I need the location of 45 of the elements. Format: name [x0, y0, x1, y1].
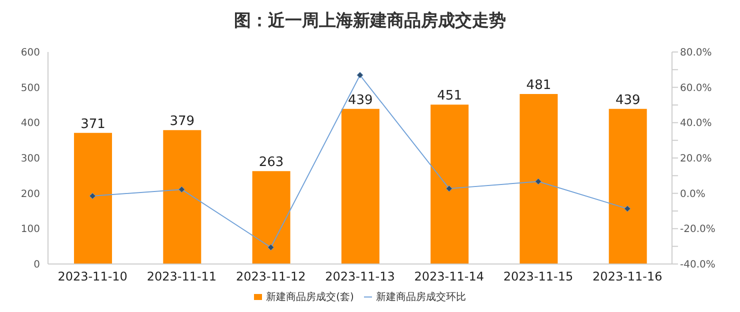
bar [430, 104, 469, 264]
y-tick-label: 400 [20, 118, 40, 130]
y-tick-label: 200 [20, 188, 40, 200]
point [89, 192, 96, 200]
point [178, 186, 185, 193]
legend-label: 新建商品房成交(套) [266, 292, 354, 303]
data-label: 439 [615, 92, 640, 108]
x-tick-label: 2023-11-15 [503, 270, 574, 284]
data-label: 451 [437, 88, 462, 104]
data-label: 371 [80, 116, 106, 132]
bar [520, 94, 558, 264]
y2-tick-label: -20.0% [680, 224, 716, 236]
x-tick-label: 2023-11-12 [236, 270, 306, 284]
x-tick-label: 2023-11-10 [58, 270, 128, 284]
bar [341, 108, 380, 264]
x-tick-label: 2023-11-11 [146, 270, 217, 284]
x-tick-label: 2023-11-14 [414, 270, 484, 284]
y-tick-label: 100 [20, 224, 40, 236]
bar [74, 132, 112, 264]
y-tick-label: 300 [20, 154, 40, 165]
y-tick-label: 600 [20, 48, 40, 59]
y2-tick-label: 0.0% [680, 188, 706, 200]
point [268, 244, 274, 251]
y2-tick-label: -40.0% [680, 260, 716, 271]
bar [163, 130, 202, 264]
data-label: 379 [170, 114, 195, 130]
bar [608, 108, 647, 264]
y-tick-label: 500 [20, 82, 40, 94]
y2-tick-label: 20.0% [680, 154, 712, 165]
point [356, 72, 364, 78]
legend-label: 新建商品房成交环比 [376, 292, 466, 303]
y2-tick-label: 60.0% [680, 82, 712, 94]
x-tick-label: 2023-11-13 [325, 270, 395, 284]
data-label: 439 [348, 92, 373, 108]
data-label: 481 [526, 78, 552, 94]
point [446, 185, 452, 192]
bar [252, 171, 290, 264]
chart-title: 图：近一周上海新建商品房成交走势 [233, 10, 507, 33]
point [535, 178, 542, 185]
y2-tick-label: 40.0% [680, 118, 712, 130]
y2-tick-label: 80.0% [680, 48, 712, 59]
point [624, 205, 631, 212]
y-tick-label: 0 [34, 260, 40, 271]
x-tick-label: 2023-11-16 [592, 270, 662, 284]
data-label: 263 [258, 155, 284, 170]
